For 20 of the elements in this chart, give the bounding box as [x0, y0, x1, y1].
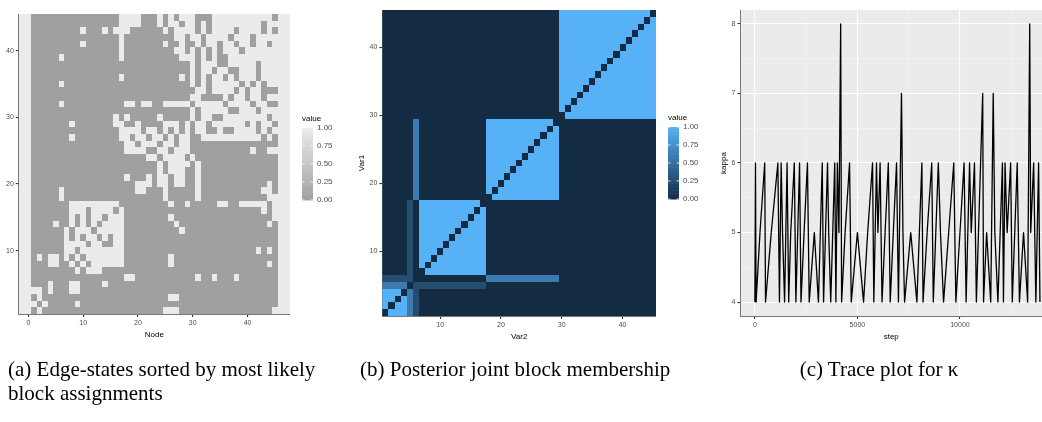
y-axis-title: Var1 [357, 154, 366, 172]
x-axis-title: Var2 [511, 332, 528, 342]
x-axis-title: Node [144, 330, 165, 340]
text: (b) Posterior joint block membership [359, 357, 672, 381]
color-bar-label: 0.00 [683, 194, 700, 204]
text: (c) Trace plot for κ [798, 357, 960, 381]
color-bar-label: 0.75 [317, 141, 334, 151]
color-bar-label: 0.00 [317, 195, 334, 205]
legend-title: value [302, 114, 322, 124]
color-bar-label: 0.50 [317, 159, 334, 169]
x-axis-title: step [883, 332, 900, 342]
y-axis-title: kappa [719, 151, 728, 174]
color-bar-label: 1.00 [317, 123, 334, 133]
color-bar-label: 0.50 [683, 158, 700, 168]
text: (a) Edge-states sorted by most likely block assignments [7, 357, 317, 405]
color-bar-label: 0.25 [683, 176, 700, 186]
color-bar-label: 0.75 [683, 140, 700, 150]
color-bar-label: 1.00 [683, 122, 700, 132]
color-bar-label: 0.25 [317, 177, 334, 187]
legend-title: value [668, 113, 688, 123]
